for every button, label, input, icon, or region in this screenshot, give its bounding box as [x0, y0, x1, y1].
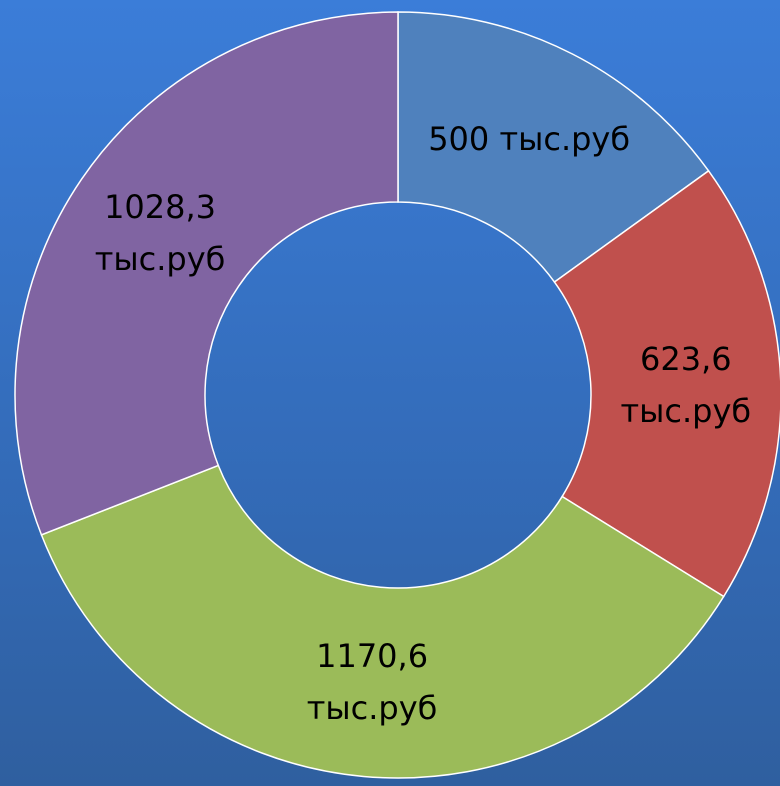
donut-slice: [14, 11, 399, 536]
donut-slice: [397, 11, 710, 284]
data-label: 1028,3 тыс.руб: [94, 187, 226, 278]
data-label: 500 тыс.руб: [428, 119, 631, 158]
donut-slice: [40, 464, 725, 779]
donut-slice: [553, 169, 780, 598]
data-label: 623,6 тыс.руб: [620, 339, 752, 430]
data-label: 1170,6 тыс.руб: [306, 636, 438, 727]
